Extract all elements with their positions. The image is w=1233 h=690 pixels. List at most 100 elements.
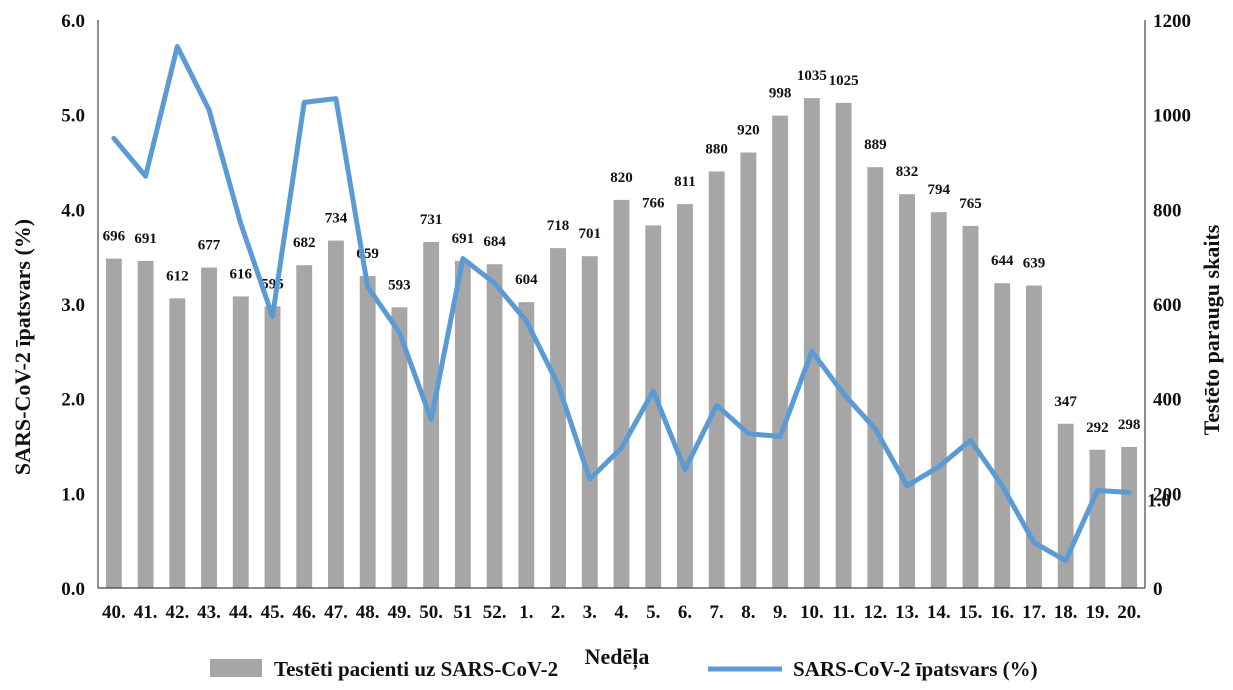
x-tick-label: 5. [646, 602, 660, 623]
left-tick-label: 1.0 [61, 484, 85, 505]
legend: Testēti pacienti uz SARS-CoV-2 SARS-CoV-… [210, 657, 1038, 681]
bar-data-label: 734 [325, 211, 348, 227]
left-axis-title: SARS-CoV-2 īpatsvars (%) [10, 219, 35, 475]
x-tick-label: 4. [614, 602, 628, 623]
bar [550, 248, 566, 588]
bar [581, 256, 598, 588]
bar-data-label: 765 [959, 196, 982, 212]
bar-data-label: 612 [166, 268, 189, 284]
bar-data-label: 1035 [797, 68, 827, 84]
bar [264, 306, 281, 588]
x-tick-label: 48. [356, 602, 380, 623]
right-axis-title: Testēto paraugu skaits [1199, 224, 1224, 435]
bar [867, 167, 884, 588]
bar [994, 283, 1011, 588]
right-tick-label: 800 [1153, 200, 1182, 221]
left-tick-label: 4.0 [61, 200, 85, 221]
left-tick-label: 3.0 [61, 295, 85, 316]
x-tick-label: 13. [895, 602, 919, 623]
left-tick-label: 2.0 [61, 390, 85, 411]
bar [328, 240, 344, 588]
bar [391, 307, 408, 588]
right-tick-label: 1200 [1153, 11, 1191, 32]
bar-data-label: 832 [896, 164, 919, 180]
x-tick-label: 15. [959, 602, 983, 623]
bar-data-label: 644 [991, 253, 1014, 269]
right-tick-label: 200 [1153, 484, 1182, 505]
bar-data-label: 1025 [829, 73, 859, 89]
x-tick-label: 1. [519, 602, 533, 623]
bar-data-label: 639 [1023, 256, 1046, 272]
bar-data-label: 766 [642, 195, 665, 211]
bar-data-label: 292 [1086, 420, 1109, 436]
bar [1121, 446, 1138, 588]
bar-data-label: 794 [928, 182, 951, 198]
legend-bar-swatch [210, 659, 262, 677]
x-tick-label: 10. [800, 602, 824, 623]
bar-data-label: 820 [610, 170, 633, 186]
bar [677, 204, 693, 588]
x-tick-label: 50. [419, 602, 443, 623]
bar-data-label: 998 [769, 86, 792, 102]
right-tick-label: 600 [1153, 295, 1182, 316]
right-tick-label: 0 [1153, 579, 1163, 600]
x-tick-label: 40. [102, 602, 126, 623]
bar-data-label: 691 [134, 231, 157, 247]
bar-data-label: 604 [515, 272, 538, 288]
x-tick-label: 52. [483, 602, 507, 623]
line-end-label: 1.0 [1147, 490, 1171, 511]
bar [1057, 423, 1074, 588]
x-tick-label: 47. [324, 602, 348, 623]
x-tick-label: 44. [229, 602, 253, 623]
x-tick-label: 20. [1117, 602, 1141, 623]
bar [835, 102, 852, 588]
x-tick-label: 2. [551, 602, 565, 623]
x-tick-label: 7. [710, 602, 724, 623]
bar [1026, 285, 1042, 588]
bar-data-label: 880 [705, 141, 728, 157]
bar [232, 296, 249, 588]
legend-line-label: SARS-CoV-2 īpatsvars (%) [793, 657, 1038, 681]
bar-data-label: 718 [547, 218, 570, 234]
bar [1089, 449, 1106, 588]
bar [899, 194, 915, 588]
bar [772, 115, 789, 589]
bar [613, 199, 630, 588]
right-tick-label: 1000 [1153, 106, 1191, 127]
x-tick-label: 46. [292, 602, 316, 623]
bar [962, 225, 979, 588]
bar [169, 298, 186, 588]
x-tick-label: 9. [773, 602, 787, 623]
x-tick-label: 14. [927, 602, 951, 623]
right-tick-label: 400 [1153, 390, 1182, 411]
bar [359, 276, 376, 588]
bar-data-label: 677 [198, 238, 221, 254]
bar [803, 98, 820, 588]
bar-data-label: 684 [483, 234, 506, 250]
x-tick-label: 3. [583, 602, 597, 623]
bar [454, 260, 471, 588]
left-tick-label: 5.0 [61, 106, 85, 127]
x-tick-label: 18. [1054, 602, 1078, 623]
bar-data-label: 616 [230, 266, 253, 282]
x-tick-label: 17. [1022, 602, 1046, 623]
x-tick-label: 43. [197, 602, 221, 623]
bar-data-label: 920 [737, 123, 760, 139]
bar-data-label: 731 [420, 212, 443, 228]
bar-data-label: 347 [1054, 394, 1077, 410]
bar [105, 258, 122, 588]
bar-data-label: 298 [1118, 417, 1141, 433]
left-tick-label: 0.0 [61, 579, 85, 600]
x-tick-label: 16. [990, 602, 1014, 623]
x-tick-label: 12. [863, 602, 887, 623]
bar-data-label: 682 [293, 235, 316, 251]
bar [486, 264, 503, 588]
x-tick-label: 6. [678, 602, 692, 623]
x-tick-label: 42. [165, 602, 189, 623]
bar [201, 267, 217, 588]
bar-data-label: 593 [388, 277, 411, 293]
bar-data-label: 701 [579, 226, 602, 242]
legend-bar-label: Testēti pacienti uz SARS-CoV-2 [274, 657, 558, 681]
bar-data-label: 811 [674, 174, 696, 190]
x-tick-label: 51 [453, 602, 472, 623]
